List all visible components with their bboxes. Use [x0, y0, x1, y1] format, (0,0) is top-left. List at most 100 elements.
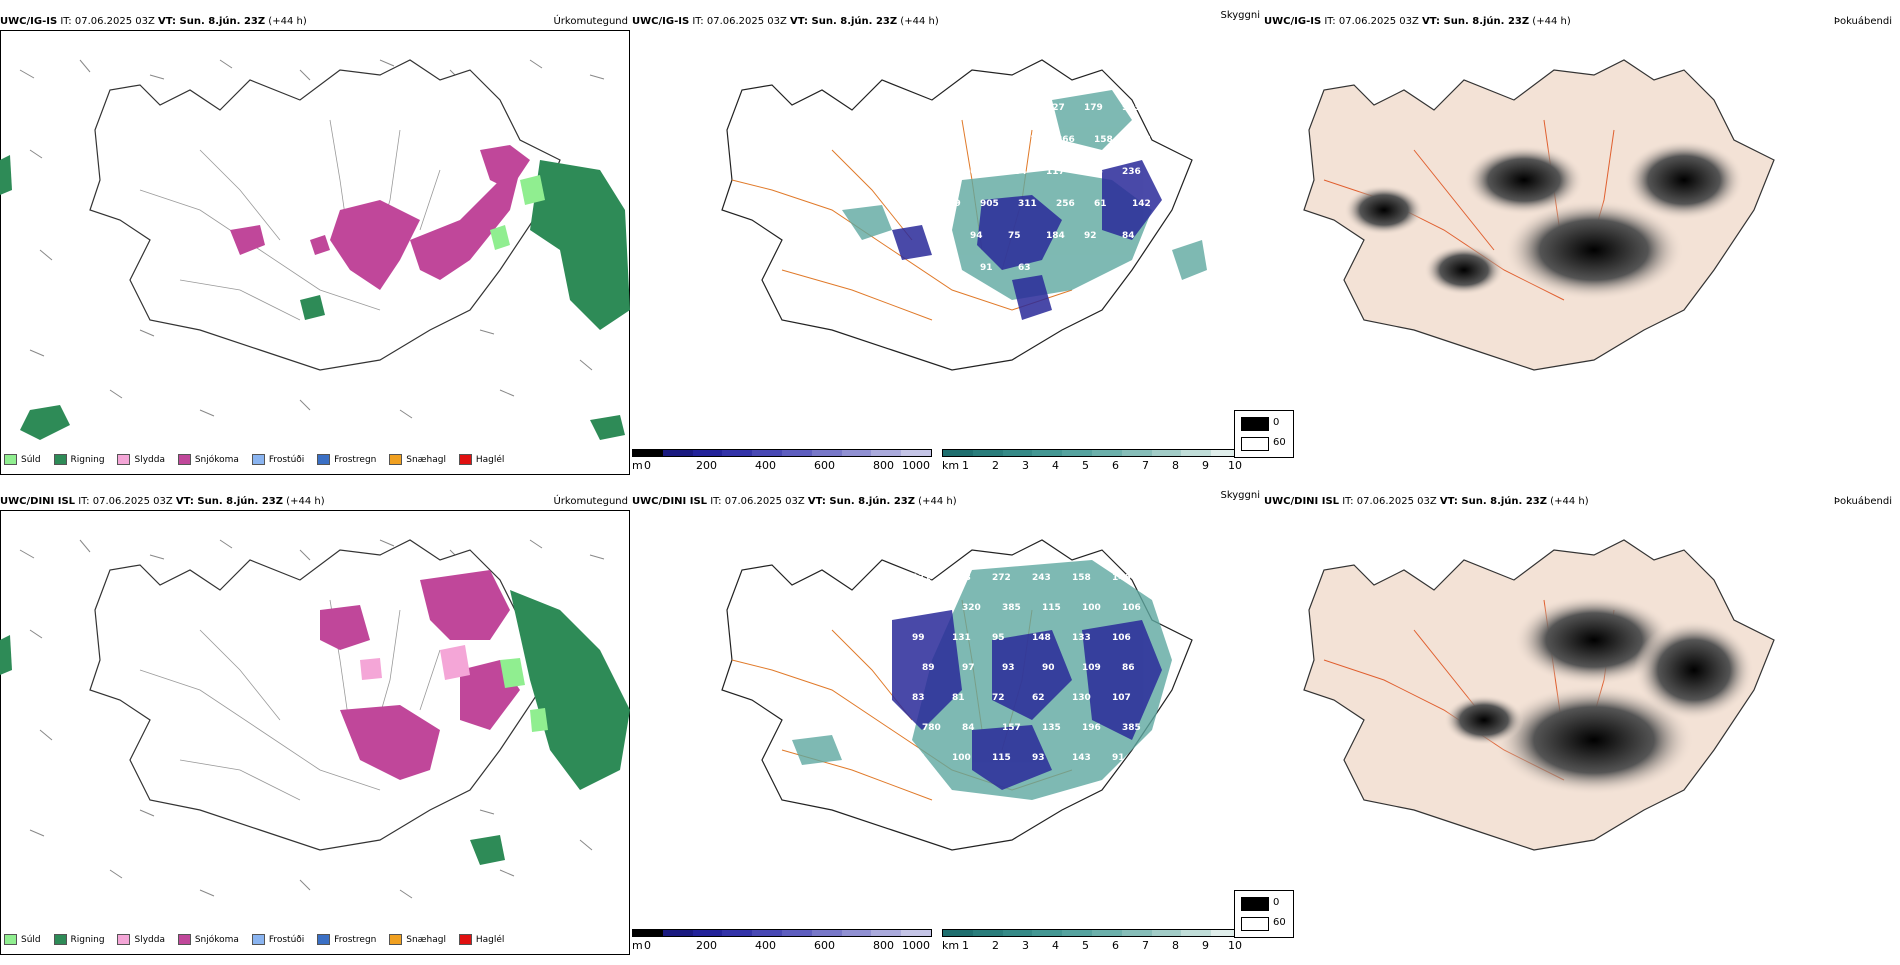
- lead-time: (+44 h): [897, 16, 939, 27]
- cloudbase-label: 106: [1122, 603, 1141, 613]
- tick-label: 9: [1202, 459, 1209, 472]
- cloudbase-label: 94: [970, 231, 983, 241]
- cloudbase-label: 75: [1008, 231, 1021, 241]
- precip-type-map[interactable]: [0, 30, 630, 450]
- cloudbase-label: 320: [962, 603, 981, 613]
- panel-title: Úrkomutegund: [553, 16, 628, 27]
- tick-label: 4: [1052, 939, 1059, 952]
- tick-label: 800: [873, 459, 894, 472]
- cloudbase-label: 254: [1008, 167, 1027, 177]
- legend-item: Snjókoma: [177, 932, 239, 948]
- legend-item: Frostúði: [251, 452, 304, 468]
- tick-label: 800: [873, 939, 894, 952]
- legend-item: Frostregn: [317, 932, 376, 948]
- precip-type-map[interactable]: [0, 510, 630, 930]
- precip-type-panel-bottom: UWC/DINI ISL IT: 07.06.2025 03Z VT: Sun.…: [0, 495, 630, 965]
- colorbars: m 0 200 400 600 800 1000 km 1 2 3 4 5 6 …: [632, 929, 1262, 959]
- panel-title: Skyggni: [1220, 490, 1260, 501]
- tick-label: 7: [1142, 459, 1149, 472]
- cloudbase-label: 236: [1122, 167, 1141, 177]
- cloudbase-label: 62: [1032, 693, 1045, 703]
- cloudbase-label: 100: [952, 753, 971, 763]
- cloudbase-label: 97: [962, 663, 975, 673]
- cloudbase-label: 985: [1122, 103, 1141, 113]
- tick-label: 1: [962, 459, 969, 472]
- legend-item: Slydda: [117, 452, 165, 468]
- cloudbase-label: 866: [1056, 135, 1075, 145]
- model-name: UWC/IG-IS: [0, 16, 58, 27]
- cloudbase-label: 158: [1072, 573, 1091, 583]
- fog-map[interactable]: [1264, 510, 1894, 930]
- precip-legend: Súld Rigning Slydda Snjókoma Frostúði Fr…: [4, 452, 514, 468]
- cloudbase-label: 180: [942, 135, 961, 145]
- valid-time: VT: Sun. 8.jún. 23Z: [175, 496, 283, 507]
- cloudbase-label: 171: [912, 573, 931, 583]
- legend-item: Rigning: [53, 932, 105, 948]
- tick-label: 1: [962, 939, 969, 952]
- cloudbase-label: 72: [992, 693, 1005, 703]
- tick-label: 600: [814, 939, 835, 952]
- cloudbase-labels: 168 131 111 227 179 985 180 136 167 866 158 498 150 6…: [932, 103, 1151, 273]
- panel-header: UWC/DINI ISL IT: 07.06.2025 03Z VT: Sun.…: [1264, 495, 1894, 509]
- legend-item: Rigning: [53, 452, 105, 468]
- cloudbase-label: 81: [952, 693, 965, 703]
- tick-label: 0: [644, 939, 651, 952]
- snow-areas: [230, 145, 530, 290]
- cloudbase-label: 227: [1046, 103, 1065, 113]
- rain-areas: [0, 590, 630, 865]
- cloudbase-label: 89: [922, 663, 935, 673]
- legend-item: Snæhagl: [389, 932, 446, 948]
- cloudbase-label: 905: [980, 199, 999, 209]
- cloudbase-label: 127: [932, 231, 951, 241]
- cloud-panel-top: UWC/IG-IS IT: 07.06.2025 03Z VT: Sun. 8.…: [632, 10, 1262, 485]
- model-name: UWC/IG-IS: [1264, 16, 1322, 27]
- cloudbase-label: 168: [932, 103, 951, 113]
- model-name: UWC/DINI ISL: [1264, 496, 1340, 507]
- cloudbase-colorbar: [632, 929, 932, 937]
- cloudbase-label: 136: [980, 135, 999, 145]
- panel-header: UWC/DINI ISL IT: 07.06.2025 03Z VT: Sun.…: [0, 495, 630, 509]
- init-time: IT: 07.06.2025 03Z: [707, 496, 808, 507]
- panel-title: Þokuábendi: [1833, 496, 1892, 507]
- legend-item: Snæhagl: [389, 452, 446, 468]
- cloud-map[interactable]: 171 218 272 243 158 146 187 320 385 115 100 106 99 13…: [632, 510, 1262, 930]
- cloud-map[interactable]: 168 131 111 227 179 985 180 136 167 866 158 498 150 6…: [632, 30, 1262, 450]
- init-time: IT: 07.06.2025 03Z: [57, 16, 159, 27]
- tick-label: 9: [1202, 939, 1209, 952]
- tick-label: 0: [644, 459, 651, 472]
- cloudbase-label: 63: [1018, 263, 1031, 273]
- fog-panel-bottom: UWC/DINI ISL IT: 07.06.2025 03Z VT: Sun.…: [1234, 495, 1894, 965]
- cloudbase-label: 780: [922, 723, 941, 733]
- fog-map[interactable]: [1264, 30, 1894, 450]
- cloudbase-label: 91: [980, 263, 993, 273]
- cloudbase-label: 95: [992, 633, 1005, 643]
- init-time: IT: 07.06.2025 03Z: [1339, 496, 1440, 507]
- cloudbase-label: 218: [952, 573, 971, 583]
- cloudbase-label: 157: [1002, 723, 1021, 733]
- panel-header: UWC/IG-IS IT: 07.06.2025 03Z VT: Sun. 8.…: [0, 15, 630, 29]
- cloudbase-label: 131: [970, 103, 989, 113]
- drizzle-areas: [490, 175, 545, 250]
- panel-header: UWC/DINI ISL IT: 07.06.2025 03Z VT: Sun.…: [632, 490, 1262, 509]
- panel-title: Skyggni: [1220, 10, 1260, 21]
- map-frame: [0, 30, 630, 475]
- panel-title: Þokuábendi: [1833, 16, 1892, 27]
- fog-panel-top: UWC/IG-IS IT: 07.06.2025 03Z VT: Sun. 8.…: [1234, 15, 1894, 485]
- model-name: UWC/DINI ISL: [0, 496, 76, 507]
- cloudbase-label: 385: [1002, 603, 1021, 613]
- cloudbase-fields: [892, 160, 1162, 320]
- legend-item: Frostúði: [251, 932, 304, 948]
- cloudbase-label: 115: [992, 753, 1011, 763]
- tick-label: 6: [1112, 939, 1119, 952]
- cloudbase-label: 98: [912, 753, 925, 763]
- cloudbase-label: 184: [1046, 231, 1065, 241]
- legend-item: Snjókoma: [177, 452, 239, 468]
- cloudbase-label: 143: [1072, 753, 1091, 763]
- cloudbase-label: 146: [1112, 573, 1131, 583]
- cloudbase-colorbar: [632, 449, 932, 457]
- cloudbase-label: 106: [1084, 167, 1103, 177]
- cloudbase-label: 91: [1112, 753, 1125, 763]
- cloudbase-label: 256: [1056, 199, 1075, 209]
- legend-item: Haglél: [458, 452, 504, 468]
- cloudbase-label: 83: [912, 693, 925, 703]
